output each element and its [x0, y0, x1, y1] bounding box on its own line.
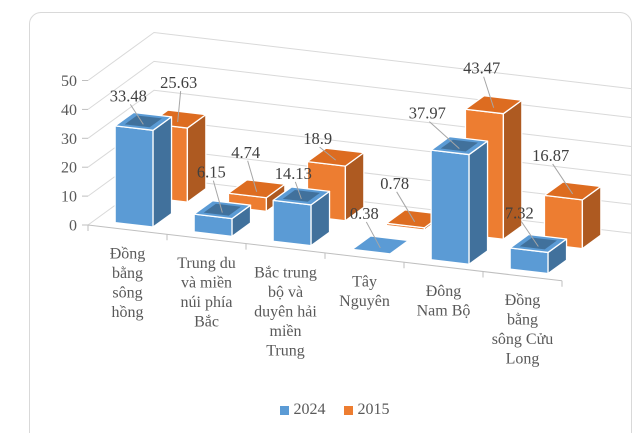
category-label-2: Bắc trung bộ và duyên hải miền Trung — [254, 264, 317, 359]
bar-2024-4-front[interactable] — [430, 149, 470, 265]
legend: 2024 2015 — [0, 401, 643, 419]
data-label-leader-line — [212, 180, 223, 213]
category-label-4: Đông Nam Bộ — [417, 283, 471, 320]
legend-label-2024: 2024 — [293, 401, 326, 418]
chart-border — [29, 12, 632, 433]
bar-2015-4-top[interactable] — [464, 95, 523, 115]
data-label-leader-line — [129, 104, 144, 125]
bar-2015-1-top[interactable] — [227, 179, 286, 199]
legend-swatch-2024-icon — [279, 405, 289, 415]
gridline-40 — [87, 60, 632, 119]
data-label-leader-line — [520, 221, 539, 247]
legend-item-2024[interactable]: 2024 — [279, 401, 326, 419]
bar-2024-0-side[interactable] — [152, 116, 173, 228]
data-label-leader-line — [319, 146, 336, 161]
data-label-2015-2: 18.9 — [303, 129, 332, 148]
legend-item-2015[interactable]: 2015 — [343, 401, 390, 419]
bar-2024-4-inner-top — [440, 139, 478, 152]
category-label-1: Trung du và miền núi phía Bắc — [177, 255, 236, 331]
category-label-3: Tây Nguyên — [339, 274, 390, 311]
bar-2015-5-top[interactable] — [543, 181, 602, 201]
data-label-leader-line — [365, 221, 381, 249]
category-label-0: Đồng bằng sông hồng — [110, 246, 146, 322]
bar-2024-5-inner-top — [519, 237, 557, 250]
bar-2024-2-inner-top — [282, 189, 320, 202]
data-label-leader-line — [552, 163, 574, 195]
bar-2024-1-inner-top — [203, 203, 241, 216]
legend-swatch-2015-icon — [343, 405, 353, 415]
bar-2024-3-top[interactable] — [351, 235, 410, 255]
data-label-2024-1: 6.15 — [197, 163, 226, 182]
category-label-5: Đồng bằng sông Cửu Long — [492, 292, 554, 368]
y-axis-label-0: 0 — [69, 218, 77, 235]
data-label-leader-line — [294, 181, 302, 200]
bar-2024-0-inner-top — [124, 115, 162, 128]
data-label-leader-line — [483, 76, 495, 108]
data-label-leader-line — [177, 91, 182, 123]
data-label-2024-2: 14.13 — [275, 164, 312, 183]
data-label-2015-4: 43.47 — [463, 59, 500, 78]
y-axis-label-10: 10 — [61, 189, 77, 206]
data-label-leader-line — [429, 121, 460, 149]
y-axis-label-40: 40 — [61, 102, 77, 119]
data-label-leader-line — [396, 191, 416, 223]
data-label-2024-3: 0.38 — [350, 204, 379, 223]
gridline-50 — [87, 31, 632, 90]
bar-2024-2-front[interactable] — [272, 199, 312, 247]
y-axis-label-20: 20 — [61, 160, 77, 177]
y-axis-label-50: 50 — [61, 73, 77, 90]
data-label-leader-line — [247, 160, 258, 192]
bar-2015-0-side[interactable] — [186, 113, 207, 203]
data-label-2024-4: 37.97 — [409, 104, 446, 123]
data-label-2015-1: 4.74 — [231, 143, 260, 162]
data-label-2015-0: 25.63 — [160, 73, 197, 92]
bar-2024-0-front[interactable] — [114, 125, 154, 228]
y-axis-label-30: 30 — [61, 131, 77, 148]
bar-2024-4-side[interactable] — [468, 140, 489, 265]
data-label-2024-5: 7.32 — [505, 203, 534, 222]
legend-label-2015: 2015 — [357, 401, 390, 418]
data-label-2024-0: 33.48 — [110, 86, 147, 105]
data-label-2015-5: 16.87 — [532, 146, 569, 165]
bar-2015-2-top[interactable] — [306, 147, 365, 167]
data-label-2015-3: 0.78 — [380, 174, 409, 193]
